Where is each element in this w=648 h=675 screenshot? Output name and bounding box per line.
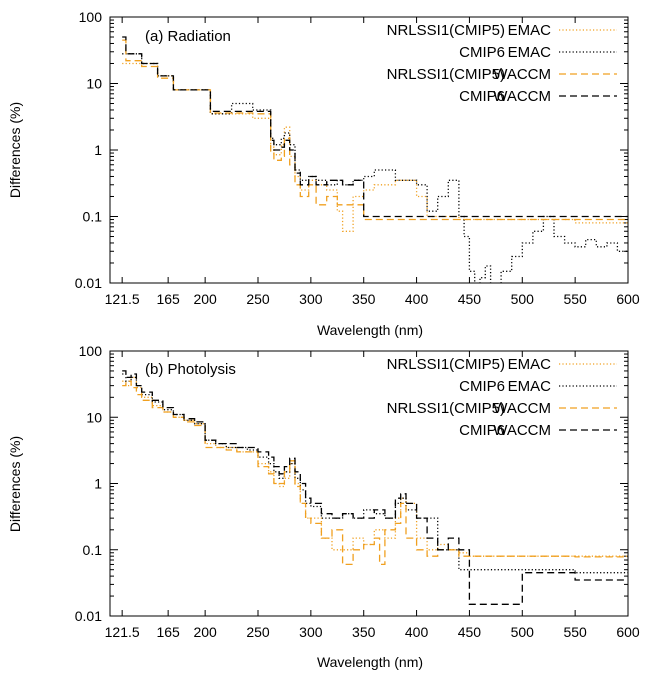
panel-title-photolysis: (b) Photolysis xyxy=(145,361,236,378)
legend-model: WACCM xyxy=(493,422,551,439)
ylabel-radiation: Differences (%) xyxy=(7,102,23,198)
ytick-label: 10 xyxy=(86,409,102,425)
xtick-label: 600 xyxy=(616,291,640,307)
xtick-label: 500 xyxy=(511,624,535,640)
series-line-cmip6-emac xyxy=(122,53,628,283)
ytick-label: 0.1 xyxy=(83,209,103,225)
ytick-label: 1 xyxy=(94,476,102,492)
panel-title-radiation: (a) Radiation xyxy=(145,28,231,45)
xlabel-radiation: Wavelength (nm) xyxy=(317,322,423,338)
legend-name: NRLSSI1(CMIP5) xyxy=(387,356,505,373)
xtick-label: 165 xyxy=(156,291,180,307)
legend-name: CMIP6 xyxy=(459,44,505,61)
series-line-nrlssi1-cmip5--emac xyxy=(122,376,628,558)
xtick-label: 300 xyxy=(299,291,323,307)
legend-name: CMIP6 xyxy=(459,378,505,395)
legend-model: WACCM xyxy=(493,400,551,417)
series-line-nrlssi1-cmip5--waccm xyxy=(122,380,628,566)
legend-name: CMIP6 xyxy=(459,422,505,439)
xtick-label: 165 xyxy=(156,624,180,640)
legend-name: NRLSSI1(CMIP5) xyxy=(387,66,505,83)
plot-frame-photolysis xyxy=(109,350,629,617)
xtick-label: 250 xyxy=(246,291,270,307)
ylabel-photolysis: Differences (%) xyxy=(7,436,23,532)
panel-photolysis: Differences (%) Wavelength (nm) 121.5 165… xyxy=(7,343,640,670)
series-line-cmip6-waccm xyxy=(122,36,628,218)
xtick-label: 250 xyxy=(246,624,270,640)
legend-model: EMAC xyxy=(508,378,552,395)
xtick-label: 550 xyxy=(563,624,587,640)
legend-model: EMAC xyxy=(508,22,552,39)
series-group-photolysis xyxy=(122,370,628,605)
xtick-label: 600 xyxy=(616,624,640,640)
xtick-label: 121.5 xyxy=(105,624,140,640)
series-line-cmip6-emac xyxy=(122,373,628,574)
xtick-label: 550 xyxy=(563,291,587,307)
xtick-label: 450 xyxy=(458,291,482,307)
ytick-label: 10 xyxy=(86,76,102,92)
xtick-label: 350 xyxy=(352,624,376,640)
xlabel-photolysis: Wavelength (nm) xyxy=(317,654,423,670)
legend-model: EMAC xyxy=(508,356,552,373)
legend-model: EMAC xyxy=(508,44,552,61)
series-group-radiation xyxy=(122,36,628,283)
xtick-label: 200 xyxy=(193,291,217,307)
panel-radiation: Differences (%) Wavelength (nm) 121.5 165… xyxy=(7,9,640,338)
xtick-label: 121.5 xyxy=(105,291,140,307)
ytick-label: 100 xyxy=(79,343,103,359)
xtick-label: 500 xyxy=(511,291,535,307)
plot-frame-radiation xyxy=(109,16,629,284)
xtick-label: 400 xyxy=(405,291,429,307)
ytick-label: 0.1 xyxy=(83,542,103,558)
series-line-nrlssi1-cmip5--emac xyxy=(122,62,628,232)
ytick-label: 0.01 xyxy=(75,275,102,291)
legend-name: NRLSSI1(CMIP5) xyxy=(387,22,505,39)
legend-name: CMIP6 xyxy=(459,88,505,105)
xtick-label: 450 xyxy=(458,624,482,640)
xtick-label: 300 xyxy=(299,624,323,640)
ytick-label: 100 xyxy=(79,9,103,25)
legend-name: NRLSSI1(CMIP5) xyxy=(387,400,505,417)
xtick-label: 200 xyxy=(193,624,217,640)
ytick-label: 0.01 xyxy=(75,608,102,624)
xtick-label: 400 xyxy=(405,624,429,640)
legend-model: WACCM xyxy=(493,88,551,105)
legend-model: WACCM xyxy=(493,66,551,83)
xtick-label: 350 xyxy=(352,291,376,307)
series-line-cmip6-waccm xyxy=(122,370,628,605)
series-line-nrlssi1-cmip5--waccm xyxy=(122,39,628,221)
ytick-label: 1 xyxy=(94,142,102,158)
ticks-radiation: 121.5 165 200 250 300 350 400 450 500 550 600 0.01 0… xyxy=(75,9,640,307)
ticks-photolysis: 121.5 165 200 250 300 350 400 450 500 550 600 0.01 0… xyxy=(75,343,640,640)
